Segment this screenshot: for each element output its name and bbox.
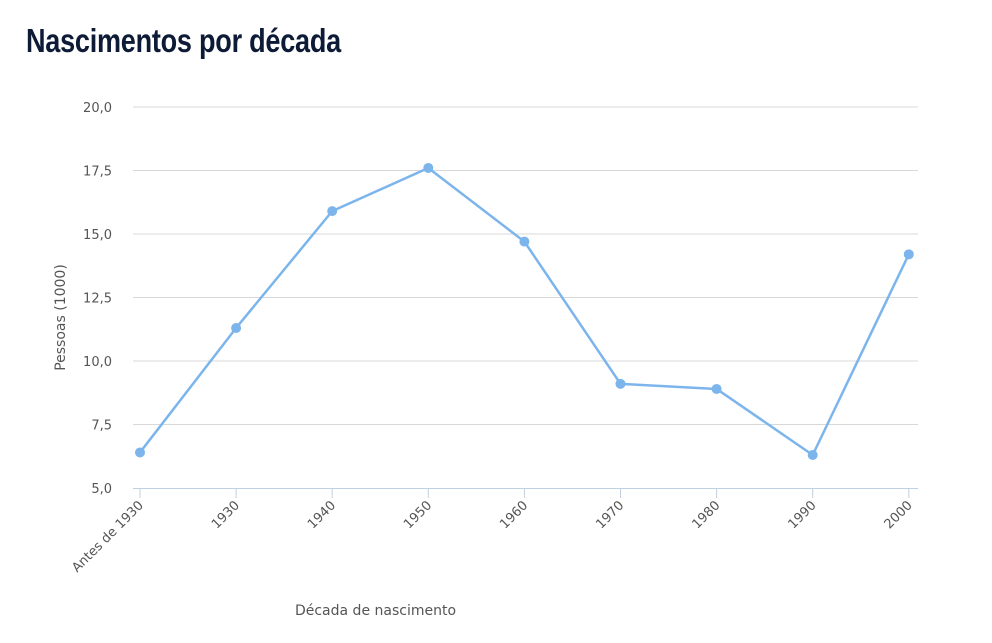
x-tick-label: 1990	[786, 498, 820, 532]
y-tick-label: 12,5	[83, 292, 112, 307]
series-line	[139, 166, 910, 457]
data-point	[327, 206, 338, 217]
chart-title: Nascimentos por década	[26, 22, 341, 59]
data-point	[519, 236, 530, 247]
x-tick-label: 1960	[497, 498, 531, 532]
x-axis-title: Década de nascimento	[295, 603, 456, 619]
data-point	[135, 447, 145, 458]
data-point	[903, 249, 914, 260]
data-point	[615, 378, 626, 389]
y-tick-label: 15,0	[83, 228, 112, 243]
data-point	[231, 322, 242, 333]
x-tick-label: Antes de 1930	[69, 498, 147, 576]
y-tick-label: 5,0	[91, 482, 112, 497]
y-tick-label: 17,5	[83, 165, 112, 180]
y-tick-label: 20,0	[83, 101, 112, 116]
x-tick-label: 1970	[593, 498, 627, 532]
data-point	[807, 449, 818, 460]
data-point	[711, 383, 722, 394]
x-tick-label: 2000	[882, 498, 916, 532]
x-tick-label: 1980	[689, 498, 723, 532]
y-tick-label: 10,0	[83, 355, 112, 370]
y-tick-label: 7,5	[91, 419, 112, 434]
data-point	[423, 162, 434, 173]
x-tick-label: 1950	[401, 498, 435, 532]
x-tick-label: 1930	[209, 498, 243, 532]
y-axis-title: Pessoas (1000)	[53, 264, 69, 371]
x-tick-label: 1940	[305, 498, 339, 532]
